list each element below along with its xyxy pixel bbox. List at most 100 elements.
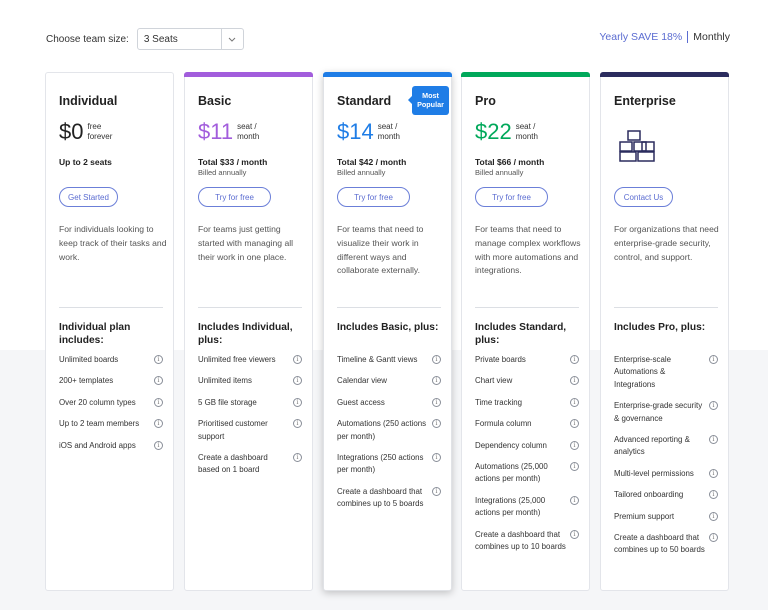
plan-total: Total $66 / month [475,157,545,167]
plan-cta-button[interactable]: Try for free [198,187,271,207]
info-icon[interactable]: i [709,435,718,445]
plan-cta-button[interactable]: Try for free [475,187,548,207]
plan-accent-bar [184,72,313,77]
info-icon[interactable]: i [293,397,302,407]
plan-price: $11 [198,119,234,144]
feature-item: Create a dashboard that combines up to 5… [337,486,441,511]
info-icon[interactable]: i [154,376,163,386]
feature-item: Dependency column i [475,440,579,452]
info-icon[interactable]: i [154,355,163,364]
billed-annually: Billed annually [198,168,247,177]
team-size-select[interactable]: 3 Seats [136,28,244,50]
info-icon[interactable]: i [154,397,163,407]
plan-cta-button[interactable]: Get Started [59,187,118,207]
feature-item: Over 20 column types i [59,397,163,409]
info-icon[interactable]: i [154,440,163,450]
feature-text: Private boards [475,355,526,364]
info-icon[interactable]: i [432,419,441,429]
price-row: $11 seat / month [198,119,259,145]
info-icon[interactable]: i [432,376,441,386]
plan-includes-heading: Includes Standard, plus: [475,322,567,346]
info-icon[interactable]: i [570,462,579,472]
feature-text: Timeline & Gantt views [337,355,418,364]
plan-description: For organizations that need enterprise-g… [614,224,719,262]
feature-item: 200+ templates i [59,375,163,387]
monthly-option[interactable]: Monthly [693,31,730,43]
info-icon[interactable]: i [570,397,579,407]
info-icon[interactable]: i [293,453,302,463]
price-unit: free forever [87,122,112,142]
feature-text: Automations (25,000 actions per month) [475,462,548,484]
price-unit: seat / month [378,122,400,142]
feature-item: Premium support i [614,511,718,523]
plan-name: Standard [337,94,392,108]
plan-total: Up to 2 seats [59,157,112,167]
info-icon[interactable]: i [154,419,163,429]
info-icon[interactable]: i [570,355,579,364]
feature-item: Enterprise-scale Automations & Integrati… [614,354,718,391]
info-icon[interactable]: i [570,529,579,539]
info-icon[interactable]: i [570,440,579,450]
plan-description: For teams that need to visualize their w… [337,224,424,276]
plan-card-enterprise: Enterprise Contact Us For organizations t… [600,72,729,591]
feature-item: iOS and Android apps i [59,440,163,452]
info-icon[interactable]: i [709,468,718,478]
info-icon[interactable]: i [709,401,718,411]
info-icon[interactable]: i [709,511,718,521]
feature-list: Enterprise-scale Automations & Integrati… [614,354,718,566]
price-unit-line1: seat / [515,122,536,131]
feature-list: Private boards i Chart view i Time track… [475,354,579,562]
plan-name: Enterprise [614,94,676,108]
info-icon[interactable]: i [570,419,579,429]
plan-cta-button[interactable]: Contact Us [614,187,673,207]
feature-item: Up to 2 team members i [59,418,163,430]
info-icon[interactable]: i [293,355,302,364]
info-icon[interactable]: i [570,495,579,505]
yearly-option[interactable]: Yearly SAVE 18% [599,31,683,43]
feature-text: Formula column [475,419,532,429]
feature-item: 5 GB file storage i [198,397,302,409]
feature-text: Multi-level permissions [614,468,694,478]
feature-text: Guest access [337,397,385,407]
price-unit-line1: seat / [377,122,398,131]
info-icon[interactable]: i [570,376,579,386]
feature-item: Enterprise-grade security & governance i [614,400,718,425]
plan-includes-heading: Includes Basic, plus: [337,322,439,333]
info-icon[interactable]: i [709,490,718,500]
info-icon[interactable]: i [709,533,718,543]
plan-includes-heading: Includes Individual, plus: [198,322,293,346]
feature-item: Integrations (250 actions per month) i [337,452,441,477]
billing-toggle: Yearly SAVE 18% Monthly [599,31,730,43]
price-unit-line1: seat / [237,122,257,131]
info-icon[interactable]: i [709,355,718,364]
feature-text: Integrations (25,000 actions per month) [475,495,546,518]
billed-annually: Billed annually [337,168,386,177]
feature-text: Unlimited free viewers [198,355,276,364]
feature-item: Multi-level permissions i [614,468,718,480]
price-unit: seat / month [516,122,538,142]
feature-text: Over 20 column types [59,397,136,407]
plan-cta-button[interactable]: Try for free [337,187,410,207]
info-icon[interactable]: i [432,453,441,463]
feature-text: Create a dashboard that combines up to 5… [337,486,424,509]
feature-text: Prioritised customer support [198,419,268,441]
plan-description: For teams just getting started with mana… [198,224,294,262]
plan-name: Individual [59,94,118,108]
price-row: $22 seat / month [475,119,538,145]
info-icon[interactable]: i [432,486,441,496]
feature-text: Create a dashboard that combines up to 1… [475,529,566,552]
price-row: $0 free forever [59,119,112,145]
info-icon[interactable]: i [432,355,441,364]
info-icon[interactable]: i [293,419,302,429]
feature-text: Integrations (250 actions per month) [337,453,424,475]
price-unit-line2: forever [87,132,113,141]
team-size-value: 3 Seats [143,33,178,45]
feature-list: Timeline & Gantt views i Calendar view i… [337,354,441,520]
plan-accent-bar [461,72,590,77]
feature-text: Chart view [475,376,513,386]
plan-description: For individuals looking to keep track of… [59,224,167,262]
info-icon[interactable]: i [293,376,302,386]
info-icon[interactable]: i [432,397,441,407]
team-size-row: Choose team size: 3 Seats [46,28,244,50]
most-popular-badge: Most Popular [408,86,449,115]
